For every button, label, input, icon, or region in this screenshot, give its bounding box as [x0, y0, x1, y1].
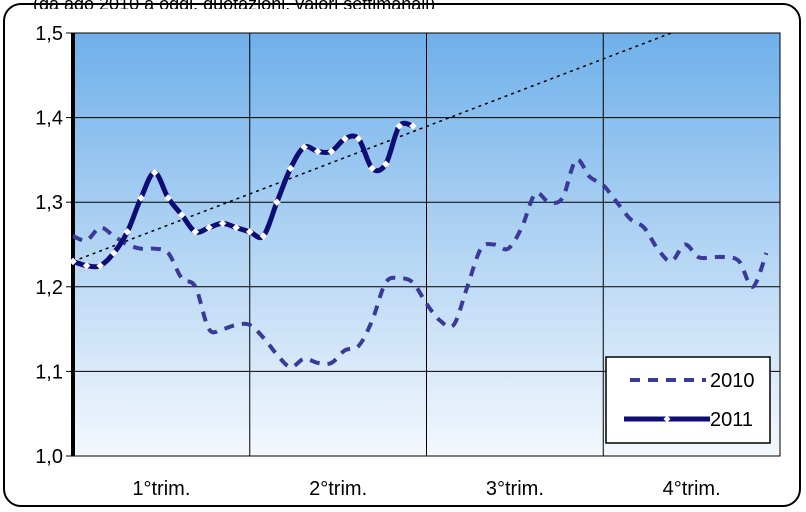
- legend: 2010 2011: [605, 356, 771, 444]
- y-tick-label: 1,1: [35, 361, 63, 383]
- series-2011-point: [381, 160, 390, 168]
- series-2011-point: [259, 232, 268, 240]
- legend-2011-marker: [663, 415, 671, 423]
- series-lines: [69, 120, 769, 370]
- y-tick-label: 1,3: [35, 192, 63, 214]
- series-2011-point: [69, 257, 77, 266]
- trendline: [72, 32, 672, 263]
- series-2011-point: [205, 223, 213, 232]
- series-2011-point: [245, 227, 254, 236]
- series-2011-point: [409, 122, 417, 130]
- series-2011-point: [395, 122, 404, 130]
- y-tick-label: 1,4: [35, 108, 63, 130]
- trendline-2011: [72, 32, 672, 263]
- series-2011-point: [341, 134, 349, 143]
- series-2011-point: [286, 164, 295, 173]
- x-tick-label: 3°trim.: [486, 478, 544, 500]
- series-2011-point: [82, 261, 91, 270]
- series-2010-line: [72, 157, 769, 370]
- series-2011-point: [123, 227, 132, 236]
- series-2011-point: [300, 143, 308, 152]
- series-2011-point: [368, 164, 376, 173]
- series-2011-point: [150, 168, 159, 177]
- chart-header-fragment: (da ago 2010 a oggi, quotazioni, valori …: [33, 0, 435, 9]
- series-2011-point: [354, 134, 363, 143]
- y-tick-label: 1,5: [35, 23, 63, 45]
- x-tick-label: 1°trim.: [132, 478, 190, 500]
- series-2011-point: [177, 211, 186, 219]
- series-2011-point: [313, 147, 322, 156]
- legend-2011-label: 2011: [710, 409, 753, 431]
- y-tick-label: 1,0: [35, 446, 63, 468]
- x-tick-label: 2°trim.: [309, 478, 367, 500]
- series-2011-point: [164, 194, 173, 202]
- x-axis: 1°trim. 2°trim. 3°trim. 4°trim.: [132, 478, 720, 500]
- series-2011-point: [232, 223, 241, 232]
- x-tick-label: 4°trim.: [663, 478, 721, 500]
- series-2011-point: [96, 261, 105, 270]
- series-2011-point: [191, 227, 200, 236]
- legend-box: [605, 356, 771, 444]
- legend-2010-label: 2010: [710, 370, 755, 392]
- series-2011-point: [109, 249, 118, 257]
- y-tick-label: 1,2: [35, 277, 63, 299]
- series-2011-point: [137, 194, 145, 202]
- series-2011-point: [327, 147, 336, 156]
- series-2011-point: [218, 219, 227, 228]
- series-2011-point: [273, 198, 281, 207]
- y-axis: 1,0 1,1 1,2 1,3 1,4 1,5: [35, 23, 75, 468]
